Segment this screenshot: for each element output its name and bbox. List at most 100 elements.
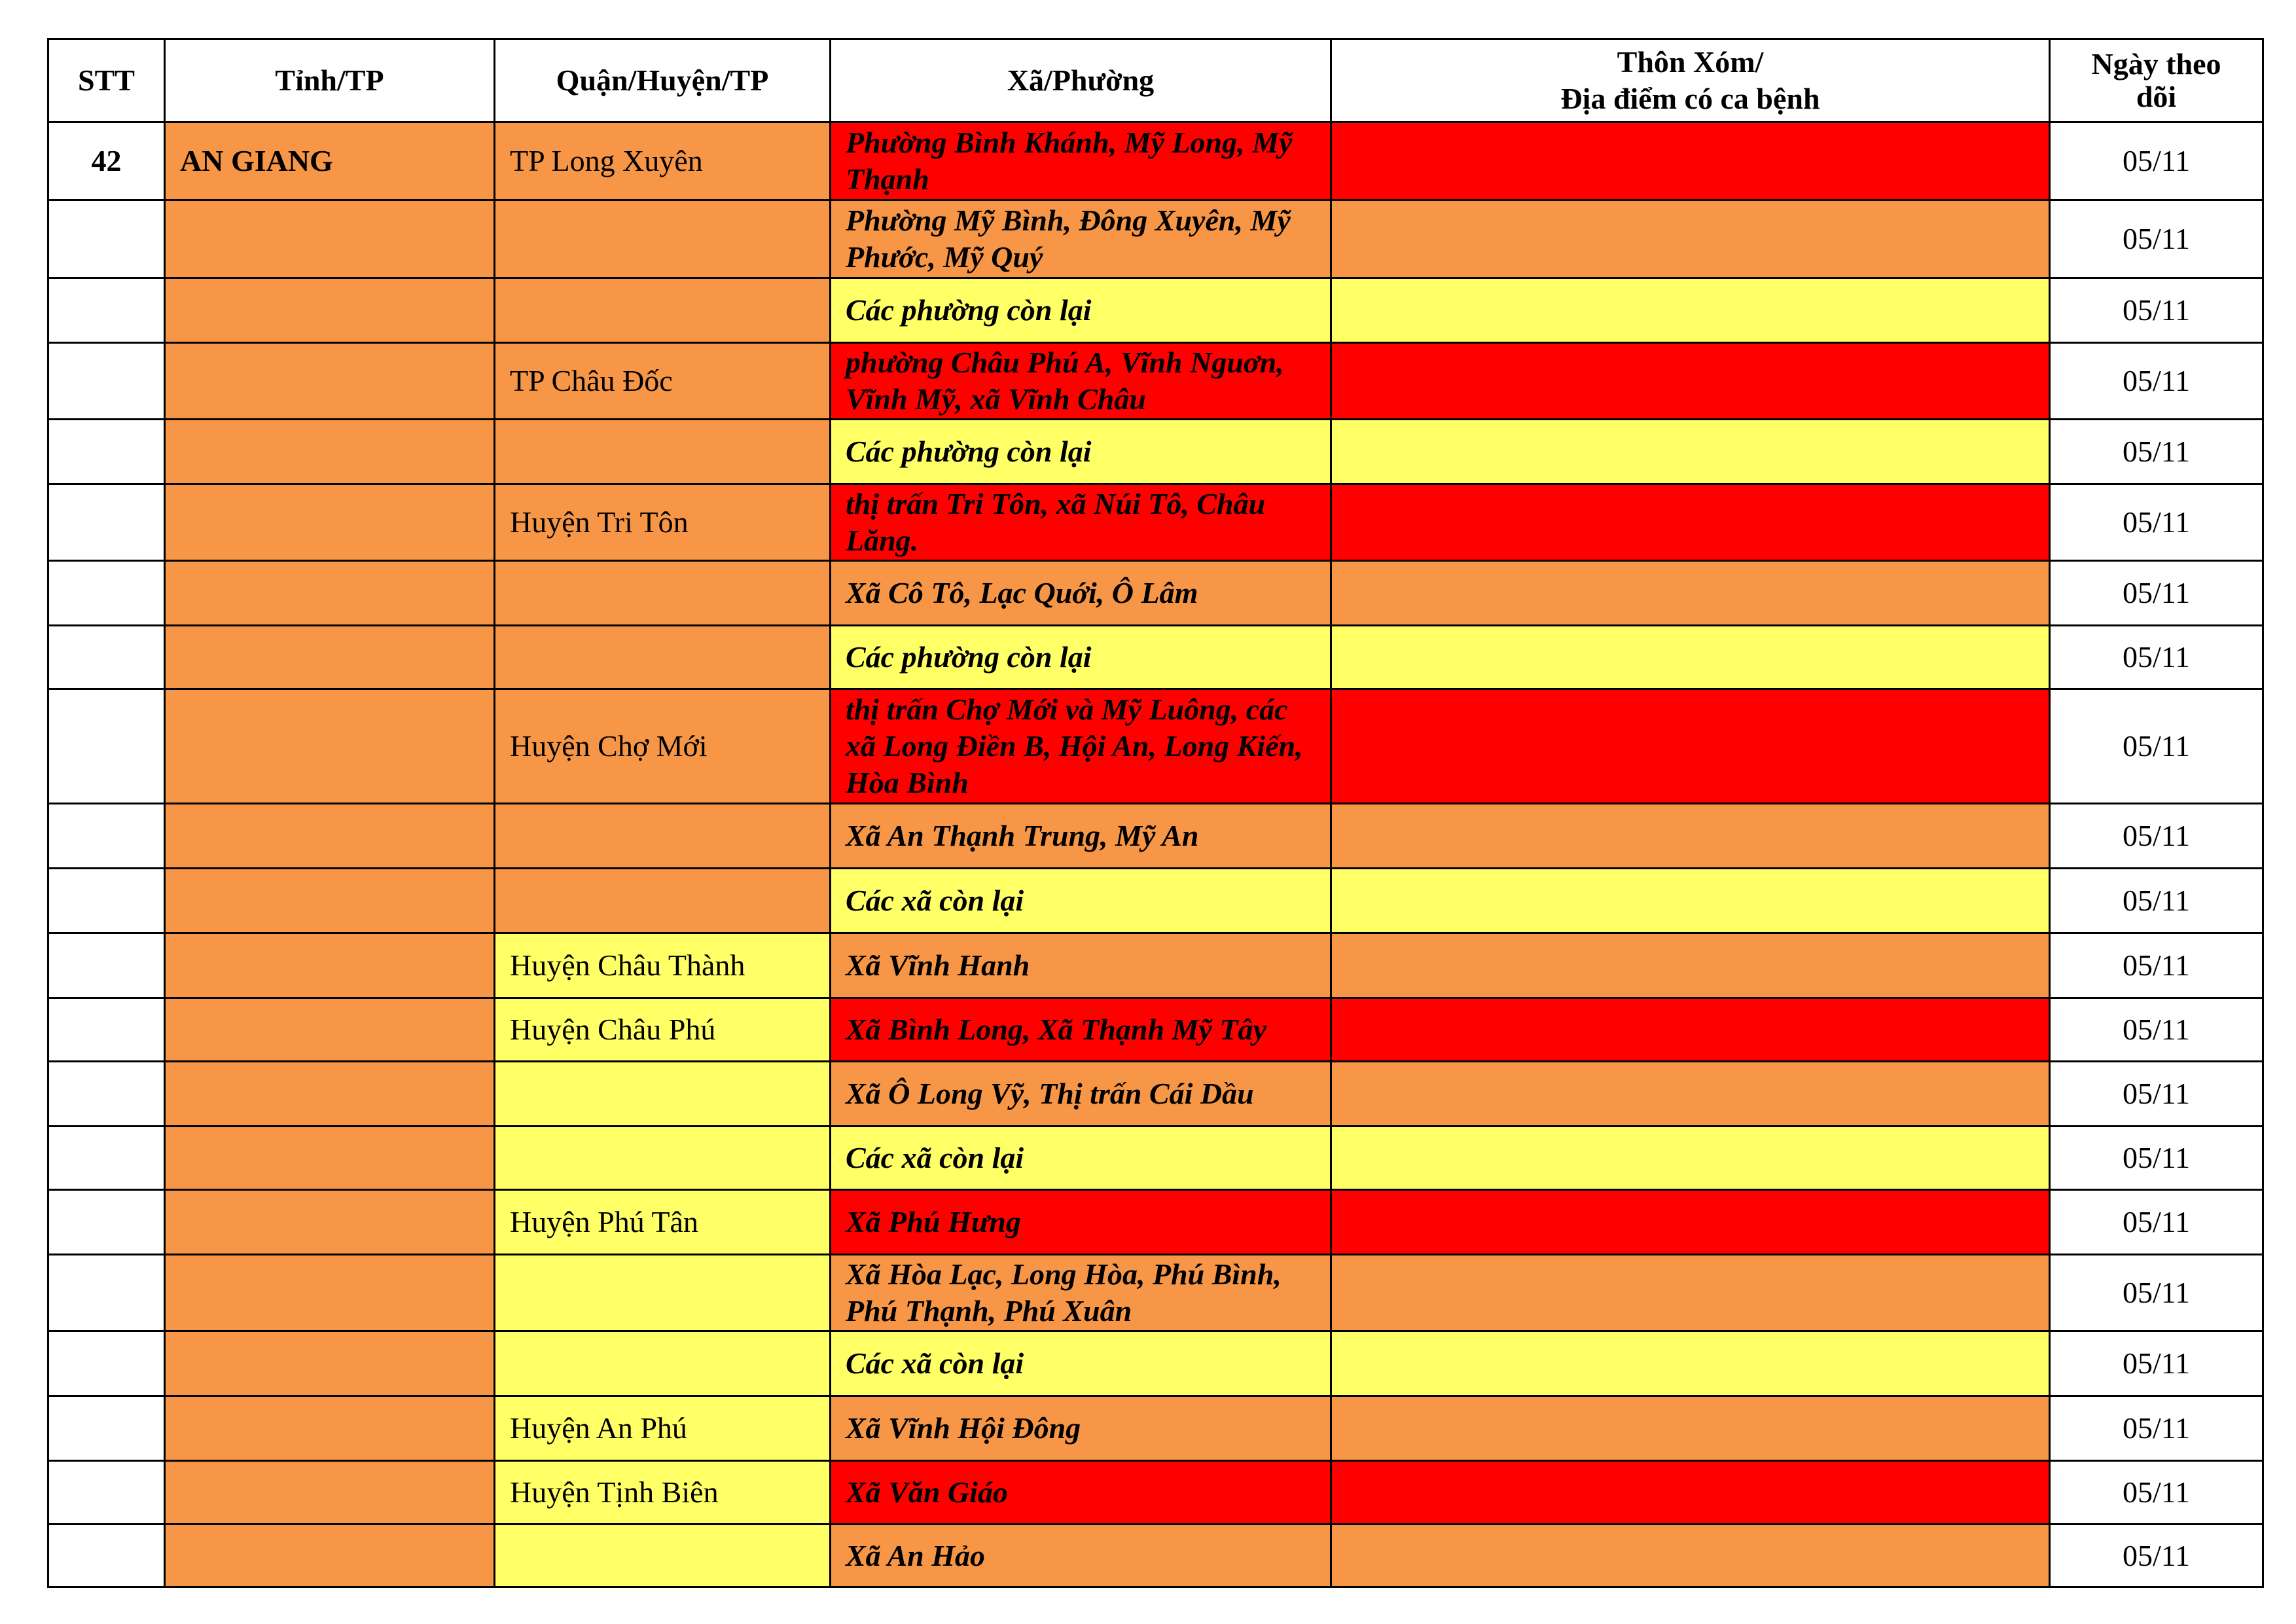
stt-cell [47,342,166,420]
follow-date-cell: 05/11 [2049,932,2264,999]
follow-date-cell: 05/11 [2049,1330,2264,1397]
follow-date-cell: 05/11 [2049,199,2264,279]
header-district: Quận/Huyện/TP [493,38,831,123]
follow-date-cell: 05/11 [2049,121,2264,201]
ward-cell: Xã Văn Giáo [829,1460,1332,1525]
ward-cell: Phường Bình Khánh, Mỹ Long, Mỹ Thạnh [829,121,1332,201]
ward-cell: thị trấn Tri Tôn, xã Núi Tô, Châu Lăng. [829,483,1332,562]
district-cell [493,867,831,934]
follow-date-cell: 05/11 [2049,560,2264,626]
header-stt: STT [47,38,166,123]
district-cell: Huyện Chợ Mới [493,688,831,804]
ward-cell: Phường Mỹ Bình, Đông Xuyên, Mỹ Phước, Mỹ… [829,199,1332,279]
district-cell [493,418,831,485]
hamlet-cell [1330,688,2051,804]
stt-cell [47,1395,166,1462]
ward-cell: Xã Bình Long, Xã Thạnh Mỹ Tây [829,997,1332,1062]
follow-date-cell: 05/11 [2049,803,2264,869]
follow-date-cell: 05/11 [2049,688,2264,804]
stt-cell [47,1189,166,1255]
hamlet-cell [1330,1060,2051,1127]
table-row: Huyện Tri Tôn thị trấn Tri Tôn, xã Núi Tô… [47,483,2264,562]
stt-cell [47,199,166,279]
hamlet-cell [1330,418,2051,485]
hamlet-cell [1330,1189,2051,1255]
follow-date-cell: 05/11 [2049,277,2264,344]
district-cell: Huyện Châu Thành [493,932,831,999]
table-row: TP Châu Đốc phường Châu Phú A, Vĩnh Nguơn… [47,342,2264,420]
district-cell: TP Long Xuyên [493,121,831,201]
province-cell [164,1060,495,1127]
district-cell [493,560,831,626]
province-cell [164,1330,495,1397]
district-cell [493,1060,831,1127]
hamlet-cell [1330,277,2051,344]
table-row: Huyện Tịnh Biên Xã Văn Giáo 05/11 [47,1460,2264,1525]
hamlet-cell [1330,1460,2051,1525]
province-cell [164,560,495,626]
follow-date-cell: 05/11 [2049,867,2264,934]
ward-cell: Các xã còn lại [829,1330,1332,1397]
province-cell [164,418,495,485]
ward-cell: Xã Ô Long Vỹ, Thị trấn Cái Dầu [829,1060,1332,1127]
stt-cell [47,803,166,869]
follow-date-cell: 05/11 [2049,624,2264,690]
hamlet-cell [1330,121,2051,201]
stt-cell [47,1523,166,1588]
hamlet-cell [1330,624,2051,690]
hamlet-cell [1330,867,2051,934]
follow-date-cell: 05/11 [2049,1460,2264,1525]
stt-cell [47,483,166,562]
province-cell [164,277,495,344]
hamlet-cell [1330,483,2051,562]
province-cell [164,1189,495,1255]
table-row: Huyện Châu Phú Xã Bình Long, Xã Thạnh Mỹ … [47,997,2264,1062]
covid-risk-table: STT Tỉnh/TP Quận/Huyện/TP Xã/Phường Thôn… [47,38,2264,1588]
ward-cell: Xã Cô Tô, Lạc Quới, Ô Lâm [829,560,1332,626]
header-province: Tỉnh/TP [164,38,495,123]
province-cell: AN GIANG [164,121,495,201]
table-row: Xã Ô Long Vỹ, Thị trấn Cái Dầu 05/11 [47,1060,2264,1127]
province-cell [164,1460,495,1525]
province-cell [164,803,495,869]
ward-cell: Các xã còn lại [829,1125,1332,1191]
district-cell: Huyện Châu Phú [493,997,831,1062]
hamlet-cell [1330,1523,2051,1588]
follow-date-cell: 05/11 [2049,483,2264,562]
province-cell [164,1125,495,1191]
province-cell [164,342,495,420]
header-date-line1: Ngày theo [2091,47,2221,81]
follow-date-cell: 05/11 [2049,342,2264,420]
stt-cell [47,688,166,804]
hamlet-cell [1330,997,2051,1062]
follow-date-cell: 05/11 [2049,418,2264,485]
stt-cell: 42 [47,121,166,201]
table-row: 42 AN GIANG TP Long Xuyên Phường Bình Khánh… [47,121,2264,201]
ward-cell: Các xã còn lại [829,867,1332,934]
ward-cell: Xã Vĩnh Hanh [829,932,1332,999]
table-row: Huyện An Phú Xã Vĩnh Hội Đông 05/11 [47,1395,2264,1462]
hamlet-cell [1330,199,2051,279]
stt-cell [47,932,166,999]
hamlet-cell [1330,803,2051,869]
follow-date-cell: 05/11 [2049,1125,2264,1191]
table-row: Các xã còn lại 05/11 [47,867,2264,934]
district-cell: Huyện Phú Tân [493,1189,831,1255]
province-cell [164,867,495,934]
follow-date-cell: 05/11 [2049,1523,2264,1588]
hamlet-cell [1330,932,2051,999]
header-hamlet-line1: Thôn Xóm/ [1617,45,1764,79]
district-cell [493,277,831,344]
stt-cell [47,997,166,1062]
province-cell [164,624,495,690]
ward-cell: Các phường còn lại [829,277,1332,344]
header-ward: Xã/Phường [829,38,1332,123]
table-row: Huyện Phú Tân Xã Phú Hưng 05/11 [47,1189,2264,1255]
district-cell [493,624,831,690]
table-row: Các phường còn lại 05/11 [47,418,2264,485]
table-row: Phường Mỹ Bình, Đông Xuyên, Mỹ Phước, Mỹ… [47,199,2264,279]
district-cell: TP Châu Đốc [493,342,831,420]
stt-cell [47,1254,166,1332]
stt-cell [47,418,166,485]
district-cell [493,1330,831,1397]
